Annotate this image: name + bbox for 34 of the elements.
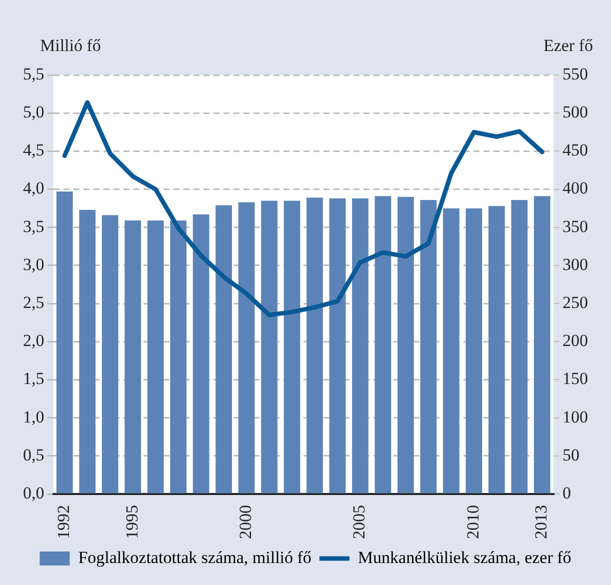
y2-tick-label: 450 (562, 140, 588, 160)
y2-tick-label: 550 (562, 64, 588, 84)
y2-axis-title: Ezer fő (543, 36, 593, 56)
y-tick-label: 1,5 (23, 369, 44, 388)
y2-tick-label: 400 (562, 178, 588, 198)
y-tick-label: 2,5 (23, 293, 44, 312)
legend-label: Munkanélküliek száma, ezer fő (358, 548, 572, 567)
y-tick-label: 0,0 (23, 483, 44, 502)
y-tick-label: 2,0 (23, 331, 44, 350)
y2-tick-label: 250 (562, 293, 588, 312)
y2-tick-label: 350 (562, 216, 588, 236)
y2-tick-label: 0 (562, 483, 571, 502)
y2-tick-label: 500 (562, 102, 588, 122)
y-axis-title: Millió fő (40, 36, 101, 56)
y-tick-label: 3,0 (23, 254, 44, 274)
y-tick-label: 4,0 (23, 178, 44, 198)
y2-tick-label: 150 (562, 369, 588, 388)
x-tick-label: 2013 (532, 505, 551, 539)
y-tick-label: 5,5 (23, 64, 44, 84)
x-tick-label: 2010 (463, 505, 482, 539)
x-tick-label: 2000 (236, 505, 255, 539)
y2-tick-label: 100 (562, 407, 588, 426)
x-tick-label: 1992 (54, 505, 74, 539)
y-tick-label: 1,0 (23, 407, 44, 426)
x-tick-label: 1995 (122, 505, 142, 539)
y2-tick-label: 200 (562, 331, 588, 350)
y-tick-label: 3,5 (23, 216, 44, 236)
legend-label: Foglalkoztatottak száma, millió fő (78, 548, 312, 567)
y2-tick-label: 300 (562, 254, 588, 274)
x-tick-label: 2005 (350, 505, 369, 539)
y2-tick-label: 50 (562, 445, 580, 464)
y-tick-label: 4,5 (23, 140, 44, 160)
y-tick-label: 0,5 (23, 445, 44, 464)
y-tick-label: 5,0 (23, 102, 44, 122)
